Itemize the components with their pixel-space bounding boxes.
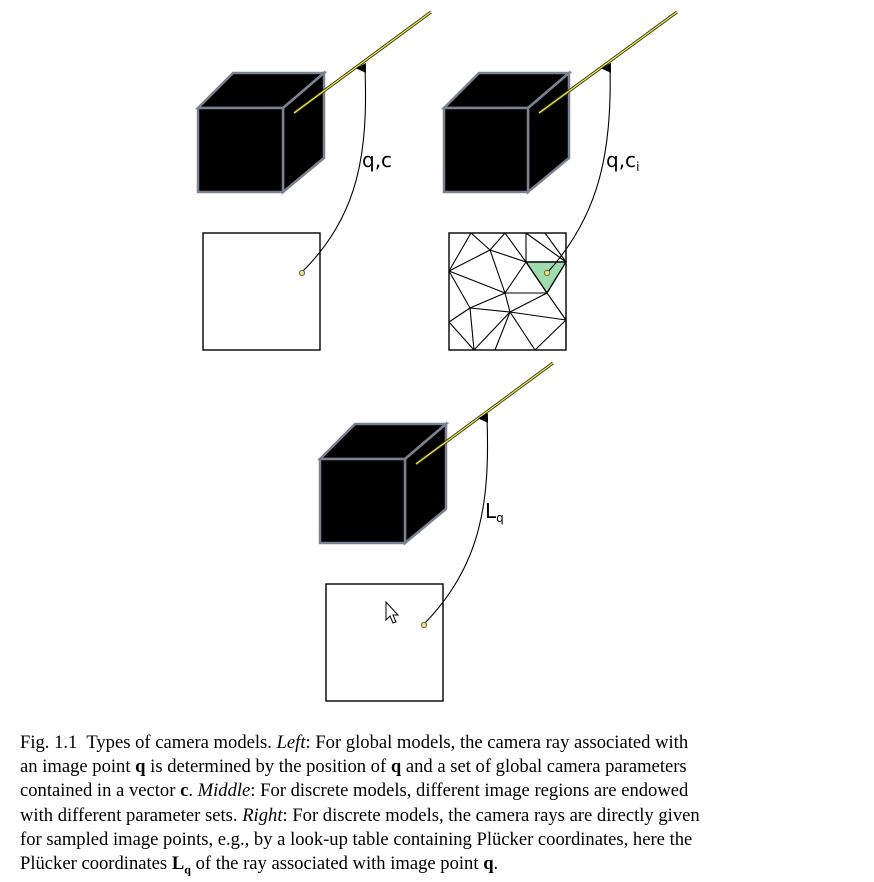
mapping-arrow-left [301, 62, 367, 273]
camera-cube-left [194, 70, 328, 195]
camera-ray-right [415, 361, 554, 466]
mouse-pointer-icon [385, 600, 400, 624]
highlighted-region-triangle [524, 261, 568, 295]
panel-label-left: q,c [362, 148, 392, 172]
camera-cube-middle [440, 70, 573, 195]
image-point-middle [543, 269, 551, 277]
panel-label-middle: q,ci [606, 148, 639, 174]
caption-lq-symbol: Lq [171, 853, 191, 877]
image-point-left [298, 269, 306, 277]
caption-left-label: Left [276, 732, 306, 753]
camera-ray-middle [538, 10, 678, 115]
panel-left: q,c [194, 10, 432, 351]
figure-number: Fig. 1.1 [20, 732, 78, 753]
panel-right: Lq [316, 361, 554, 702]
caption-title: Types of camera models. [86, 732, 272, 753]
caption-middle-label: Middle [197, 780, 251, 802]
mapping-arrow-right [423, 412, 489, 625]
camera-models-figure: q,c [194, 10, 678, 702]
image-point-right [420, 621, 428, 629]
panel-middle: q,ci [440, 10, 678, 351]
figure-caption: Fig. 1.1 Types of camera models. Left: F… [20, 732, 700, 877]
image-plane-right [325, 583, 444, 702]
caption-right-label: Right [242, 804, 283, 826]
panel-label-right: Lq [485, 499, 504, 525]
image-plane-left [202, 232, 321, 351]
camera-ray-left [293, 10, 432, 115]
mapping-arrow-middle [546, 62, 612, 274]
camera-cube-right [316, 421, 450, 546]
triangulated-image-plane-middle [448, 232, 568, 351]
